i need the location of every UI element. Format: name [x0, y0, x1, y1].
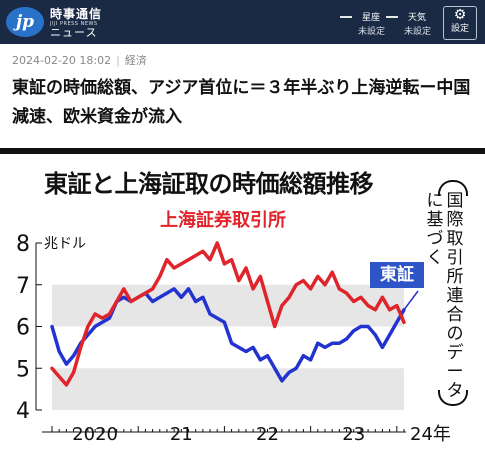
y-tick-label: 7 — [16, 274, 30, 299]
article-meta: 2024-02-20 18:02 | 経済 — [12, 52, 147, 68]
brand-wordmark[interactable]: 時事通信 JIJI PRESS NEWS ニュース — [50, 8, 102, 39]
brand-kana: ニュース — [50, 26, 98, 39]
article-headline: 東証の時価総額、アジア首位に＝３年半ぶり上海逆転ー中国減速、欧米資金が流入 — [12, 78, 471, 127]
grid-band — [52, 368, 404, 410]
article-date: 2024-02-20 18:02 — [12, 54, 112, 67]
y-unit-label: 兆ドル — [44, 236, 86, 252]
y-tick-label: 4 — [16, 399, 30, 424]
dash-icon — [386, 16, 398, 18]
legend-tse: 東証 — [370, 262, 424, 288]
legend-shanghai: 上海証券取引所 — [160, 210, 286, 231]
paren-top — [438, 180, 468, 196]
horoscope-status: 未設定 — [358, 27, 386, 37]
brand-en: JIJI PRESS NEWS — [50, 21, 98, 27]
source-note: 国際取引所連合のデータ に基づく — [426, 178, 472, 408]
meta-separator: | — [116, 54, 120, 67]
market-cap-chart: 4 5 6 7 8 2020 21 22 23 24年 — [16, 232, 451, 445]
y-tick-label: 8 — [16, 232, 30, 257]
source-note-col2: に基づく — [426, 191, 444, 268]
site-header: jp 時事通信 JIJI PRESS NEWS ニュース 星座 未設定 天気 未… — [0, 0, 485, 44]
source-note-col1: 国際取引所連合のデータ — [446, 191, 464, 401]
x-tick-label: 21 — [170, 424, 193, 445]
weather-label: 天気 — [408, 13, 427, 23]
paren-bottom — [438, 390, 468, 406]
tse-series-line — [50, 287, 406, 383]
settings-button[interactable]: ⚙ 設定 — [443, 6, 477, 40]
weather-status: 未設定 — [404, 27, 432, 37]
brand-jp: 時事通信 — [50, 7, 103, 21]
gear-icon: ⚙ — [453, 7, 467, 23]
y-tick-label: 6 — [16, 316, 30, 341]
section-divider — [0, 148, 485, 154]
x-tick-label: 2020 — [72, 424, 118, 445]
horoscope-label: 星座 — [362, 13, 381, 23]
x-tick-label: 22 — [256, 424, 279, 445]
shanghai-series-line — [50, 241, 406, 387]
x-tick-label: 24年 — [410, 424, 451, 445]
article-category[interactable]: 経済 — [124, 54, 147, 67]
x-tick-label: 23 — [342, 424, 365, 445]
y-tick-label: 5 — [16, 357, 30, 382]
dash-icon — [340, 16, 352, 18]
jiji-logo[interactable]: jp — [6, 7, 44, 37]
settings-label: 設定 — [450, 24, 469, 34]
chart-title: 東証と上海証取の時価総額推移 — [44, 170, 374, 198]
tse-label-leader — [403, 290, 419, 311]
